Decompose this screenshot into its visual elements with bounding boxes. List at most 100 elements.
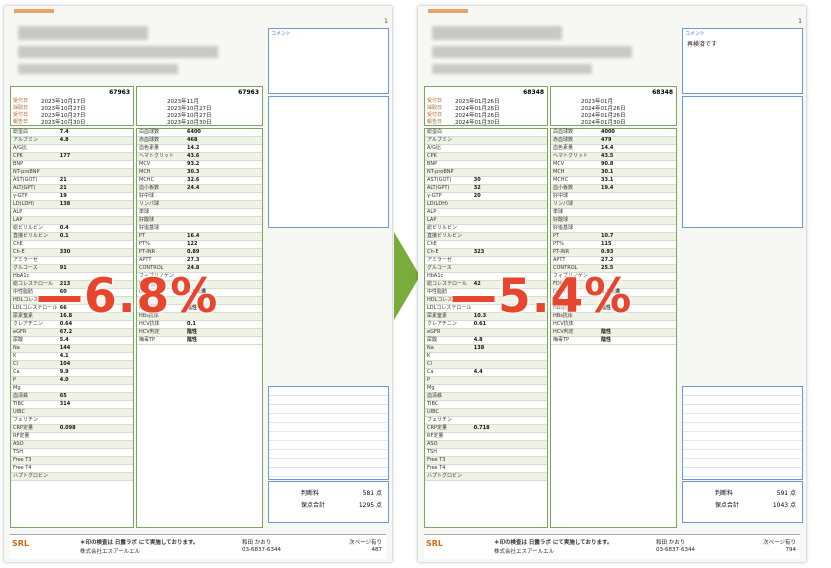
test-name: Cl: [13, 361, 18, 367]
result-row: TSH: [425, 449, 547, 457]
test-name: HCV抗体: [553, 321, 574, 327]
result-row: 好酸球: [551, 217, 676, 225]
summary-value: 1295 点: [358, 502, 382, 509]
test-name: CPK: [13, 153, 23, 159]
test-name: RF定量: [427, 433, 444, 439]
result-row: 血色素量 14.2: [137, 145, 262, 153]
date: 2024年01月26日: [455, 106, 500, 112]
result-row: ASO: [11, 441, 133, 449]
result-row: Mg: [425, 385, 547, 393]
report-footer: SRL ＊印の検査は 日露ラボ にて実施しております。 株式会社エスアールエル …: [10, 534, 386, 559]
test-name: 血清鉄: [13, 393, 29, 399]
result-row: HCV判定 陰性: [551, 329, 676, 337]
test-value: 177: [59, 153, 71, 159]
test-value: 141: [59, 297, 71, 303]
result-row: 総蛋白 7.4: [11, 129, 133, 137]
result-row: HCV判定 陰性: [137, 329, 262, 337]
result-row: 血清鉄: [425, 393, 547, 401]
result-row: K: [425, 353, 547, 361]
result-row: 血小板数 19.4: [551, 185, 676, 193]
result-row: ASO: [425, 441, 547, 449]
result-row: TSH: [11, 449, 133, 457]
test-value: 10.7: [601, 233, 614, 239]
test-name: 血小板数: [139, 185, 160, 191]
test-value: 143: [473, 297, 485, 303]
test-value: 93.2: [187, 161, 200, 167]
test-name: NT-proBNP: [427, 169, 454, 175]
test-value: 0.5未満: [187, 289, 206, 295]
test-name: フェリチン: [13, 417, 39, 423]
comment-box: コメント 再検済です: [682, 28, 803, 94]
test-name: LAP: [13, 217, 23, 223]
result-row: フィブリノゲン: [137, 273, 262, 281]
test-name: Ch-E: [13, 249, 25, 255]
result-row: 尿酸 4.8: [425, 337, 547, 345]
test-name: FDP(血中): [139, 281, 163, 287]
result-row: P: [425, 377, 547, 385]
result-row: ChE: [11, 241, 133, 249]
test-name: PT: [139, 233, 146, 239]
test-name: HbA1c: [427, 273, 444, 279]
test-name: ALT(GPT): [13, 185, 36, 191]
test-value: 4.0: [59, 377, 69, 383]
test-value: 104: [59, 361, 71, 367]
result-row: MCH 30.3: [137, 169, 262, 177]
result-row: 中性脂肪: [425, 289, 547, 297]
result-row: Dダイマー 0.5未満: [137, 289, 262, 297]
test-name: γ-GTP: [13, 193, 28, 199]
date: 2024年01月26日: [581, 106, 626, 112]
result-row: Free T3: [11, 457, 133, 465]
comment-label: コメント: [271, 31, 292, 37]
test-name: PT-INR: [553, 249, 570, 255]
patient-card: 67963 受付日 2023年10月17日 採取日 2023年10月27日 受付…: [10, 86, 134, 126]
result-row: HBs抗原 陰性: [551, 305, 676, 313]
result-row: γ-GTP 20: [425, 193, 547, 201]
test-value: 陰性: [601, 337, 612, 343]
test-name: NT-proBNP: [13, 169, 40, 175]
result-row: Ca 9.9: [11, 369, 133, 377]
test-value: 65: [59, 393, 67, 399]
test-name: TSH: [13, 449, 23, 455]
redacted-header: [18, 64, 178, 74]
result-row: LD(LDH): [425, 201, 547, 209]
result-row: NT-proBNP: [425, 169, 547, 177]
test-name: MCHC: [553, 177, 569, 183]
results-column-chemistry: 総蛋白 アルブミン A/G比 CPK BNP NT-proBNP AST(GOT) 30 ALT…: [424, 128, 548, 528]
result-row: 総ビリルビン 0.4: [11, 225, 133, 233]
redacted-header: [432, 64, 592, 74]
date: 2024年01月26日: [581, 113, 626, 119]
result-row: フェリチン: [11, 417, 133, 425]
test-name: ALP: [13, 209, 23, 215]
result-row: 血清鉄 65: [11, 393, 133, 401]
result-row: リンパ球: [137, 201, 262, 209]
contact-tel: 03-6837-6344: [242, 547, 281, 553]
test-value: 0.4: [59, 225, 69, 231]
test-name: 中性脂肪: [427, 289, 448, 295]
summary-box: 判断料 581 点 保点合計 1295 点: [268, 481, 389, 523]
result-row: 総蛋白: [425, 129, 547, 137]
test-value: 4.8: [59, 137, 69, 143]
test-value: 陰性: [187, 329, 198, 335]
lab-name: 株式会社エスアールエル: [494, 549, 555, 555]
test-name: TIBC: [427, 401, 439, 407]
result-row: クレアチニン 0.64: [11, 321, 133, 329]
test-name: AST(GOT): [427, 177, 452, 183]
test-name: HCV抗体: [139, 321, 160, 327]
test-value: 66: [59, 305, 67, 311]
redacted-header: [432, 26, 562, 40]
test-name: UIBC: [427, 409, 439, 415]
test-name: ハプトグロビン: [427, 473, 463, 479]
test-value: 32: [473, 185, 481, 191]
test-name: APTT: [553, 257, 566, 263]
test-name: Free T3: [13, 457, 32, 463]
result-row: ALP: [11, 209, 133, 217]
result-row: PT-INR 0.89: [137, 249, 262, 257]
test-name: A/G比: [427, 145, 441, 151]
test-name: BNP: [427, 161, 438, 167]
result-row: PT 16.4: [137, 233, 262, 241]
comment-label: コメント: [685, 31, 706, 37]
test-name: グルコース: [13, 265, 38, 271]
result-row: アミラーゼ: [425, 257, 547, 265]
hba1c-highlight: —5.4%: [450, 269, 633, 324]
test-value: 0.1: [187, 321, 196, 327]
